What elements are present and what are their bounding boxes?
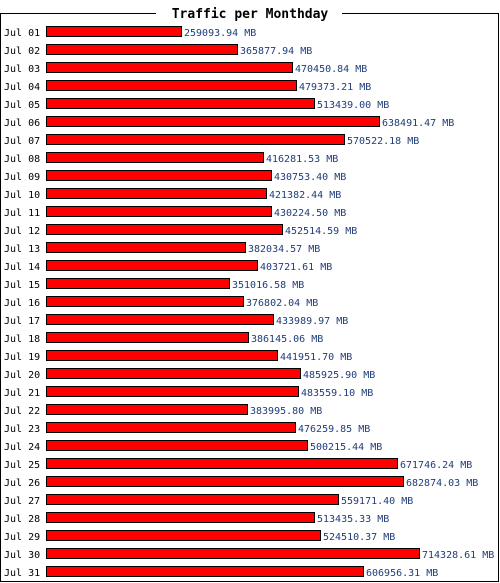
bar — [46, 512, 315, 523]
category-label: Jul 16 — [4, 298, 40, 309]
value-label: 638491.47 MB — [382, 118, 454, 129]
value-label: 606956.31 MB — [366, 568, 438, 579]
value-label: 351016.58 MB — [232, 280, 304, 291]
value-label: 483559.10 MB — [301, 388, 373, 399]
category-label: Jul 24 — [4, 442, 40, 453]
category-label: Jul 07 — [4, 136, 40, 147]
bar — [46, 98, 315, 109]
bar — [46, 530, 321, 541]
bar — [46, 80, 297, 91]
category-label: Jul 05 — [4, 100, 40, 111]
chart-title: Traffic per Monthday — [172, 7, 329, 22]
bar — [46, 494, 339, 505]
category-label: Jul 11 — [4, 208, 40, 219]
bar — [46, 278, 230, 289]
category-label: Jul 02 — [4, 46, 40, 57]
value-label: 441951.70 MB — [280, 352, 352, 363]
category-label: Jul 01 — [4, 28, 40, 39]
category-label: Jul 04 — [4, 82, 40, 93]
bar — [46, 332, 249, 343]
bar — [46, 170, 272, 181]
category-label: Jul 13 — [4, 244, 40, 255]
category-label: Jul 08 — [4, 154, 40, 165]
category-label: Jul 20 — [4, 370, 40, 381]
value-label: 430753.40 MB — [274, 172, 346, 183]
bar — [46, 422, 296, 433]
category-label: Jul 28 — [4, 514, 40, 525]
bar — [46, 296, 244, 307]
bar — [46, 206, 272, 217]
value-label: 714328.61 MB — [422, 550, 494, 561]
title-background — [156, 5, 342, 21]
bar — [46, 224, 283, 235]
bar — [46, 476, 404, 487]
value-label: 682874.03 MB — [406, 478, 478, 489]
category-label: Jul 31 — [4, 568, 40, 579]
category-label: Jul 27 — [4, 496, 40, 507]
value-label: 365877.94 MB — [240, 46, 312, 57]
bar — [46, 350, 278, 361]
category-label: Jul 09 — [4, 172, 40, 183]
category-label: Jul 03 — [4, 64, 40, 75]
value-label: 476259.85 MB — [298, 424, 370, 435]
bar — [46, 242, 246, 253]
category-label: Jul 06 — [4, 118, 40, 129]
category-label: Jul 30 — [4, 550, 40, 561]
bar — [46, 440, 308, 451]
value-label: 376802.04 MB — [246, 298, 318, 309]
value-label: 559171.40 MB — [341, 496, 413, 507]
bar — [46, 368, 301, 379]
category-label: Jul 25 — [4, 460, 40, 471]
value-label: 500215.44 MB — [310, 442, 382, 453]
bar — [46, 386, 299, 397]
category-label: Jul 14 — [4, 262, 40, 273]
bar — [46, 188, 267, 199]
bar — [46, 566, 364, 577]
value-label: 513439.00 MB — [317, 100, 389, 111]
bar — [46, 458, 398, 469]
value-label: 382034.57 MB — [248, 244, 320, 255]
category-label: Jul 21 — [4, 388, 40, 399]
value-label: 485925.90 MB — [303, 370, 375, 381]
bar — [46, 404, 248, 415]
bar-rows: Jul 01 259093.94 MB Jul 02 365877.94 MB Jul … — [4, 26, 494, 579]
bar — [46, 116, 380, 127]
bar — [46, 152, 264, 163]
value-label: 470450.84 MB — [295, 64, 367, 75]
value-label: 671746.24 MB — [400, 460, 472, 471]
bar — [46, 314, 274, 325]
bar — [46, 62, 293, 73]
category-label: Jul 29 — [4, 532, 40, 543]
value-label: 433989.97 MB — [276, 316, 348, 327]
value-label: 403721.61 MB — [260, 262, 332, 273]
category-label: Jul 17 — [4, 316, 40, 327]
category-label: Jul 15 — [4, 280, 40, 291]
bar — [46, 44, 238, 55]
category-label: Jul 18 — [4, 334, 40, 345]
value-label: 259093.94 MB — [184, 28, 256, 39]
category-label: Jul 12 — [4, 226, 40, 237]
value-label: 430224.50 MB — [274, 208, 346, 219]
value-label: 421382.44 MB — [269, 190, 341, 201]
category-label: Jul 19 — [4, 352, 40, 363]
category-label: Jul 26 — [4, 478, 40, 489]
value-label: 513435.33 MB — [317, 514, 389, 525]
value-label: 383995.80 MB — [250, 406, 322, 417]
value-label: 570522.18 MB — [347, 136, 419, 147]
bar — [46, 26, 182, 37]
value-label: 524510.37 MB — [323, 532, 395, 543]
bar — [46, 260, 258, 271]
value-label: 416281.53 MB — [266, 154, 338, 165]
category-label: Jul 23 — [4, 424, 40, 435]
category-label: Jul 22 — [4, 406, 40, 417]
bar — [46, 134, 345, 145]
category-label: Jul 10 — [4, 190, 40, 201]
bar — [46, 548, 420, 559]
value-label: 452514.59 MB — [285, 226, 357, 237]
value-label: 479373.21 MB — [299, 82, 371, 93]
value-label: 386145.06 MB — [251, 334, 323, 345]
